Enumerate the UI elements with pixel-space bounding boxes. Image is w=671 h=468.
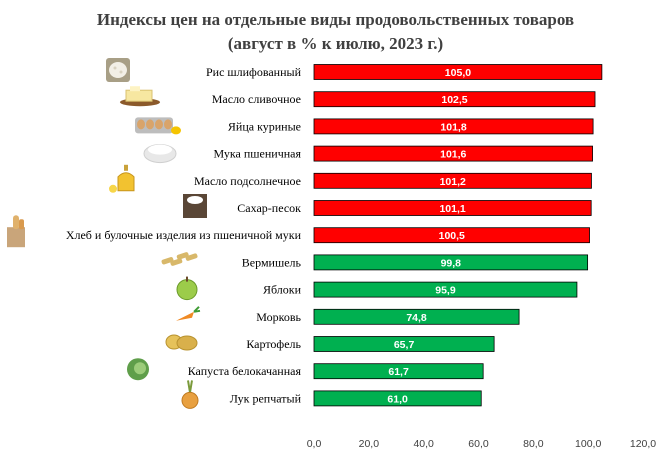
chart-title-line-2: (август в % к июлю, 2023 г.) [227,34,444,53]
bar [313,390,482,407]
x-tick-label: 40,0 [413,438,434,450]
bar-value-label: 101,2 [440,176,466,188]
x-tick-label: 120,0 [630,438,656,450]
bar [313,118,594,135]
apple-icon [176,276,198,301]
eggs-icon [135,117,181,135]
rice-icon [106,58,130,82]
bar [313,254,589,271]
category-label: Хлеб и булочные изделия из пшеничной мук… [66,228,302,242]
bar [313,64,603,80]
cabbage-icon [127,358,149,381]
category-label: Вермишель [242,255,302,269]
x-tick-label: 60,0 [468,438,489,450]
x-tick-label: 20,0 [359,438,380,450]
bar-value-label: 100,5 [439,230,465,242]
sugar-icon [183,194,207,218]
bar [313,308,520,325]
bar-value-label: 61,7 [388,366,409,378]
bar-value-label: 99,8 [441,257,462,269]
category-label: Масло подсолнечное [194,174,301,188]
bar-value-label: 101,8 [440,121,466,133]
x-tick-label: 0,0 [307,438,322,450]
x-tick-label: 80,0 [523,438,544,450]
chart-title-line-1: Индексы цен на отдельные виды продовольс… [96,10,575,29]
bar [313,172,592,189]
bar-value-label: 95,9 [435,285,456,297]
bar [313,91,596,108]
sunflower-oil-icon [109,164,135,193]
bar-value-label: 74,8 [406,312,427,324]
category-label: Яйца куриные [228,119,301,133]
category-label: Морковь [256,310,301,324]
category-label: Капуста белокачанная [188,364,302,378]
category-label: Масло сливочное [212,92,301,106]
potato-icon [165,334,198,351]
bar [313,227,590,244]
onion-icon [181,380,199,409]
bar-value-label: 101,1 [439,203,465,215]
flour-icon [143,144,177,164]
bar [313,363,484,380]
category-label: Рис шлифованный [206,65,302,79]
category-label: Яблоки [263,283,302,297]
carrot-icon [176,306,201,321]
bar-value-label: 105,0 [445,67,471,79]
bar-value-label: 102,5 [441,94,467,106]
bar [313,200,592,216]
category-label: Мука пшеничная [214,147,302,161]
category-label: Картофель [246,337,301,351]
bread-icon [7,215,25,248]
bar-value-label: 65,7 [394,339,415,351]
x-tick-label: 100,0 [575,438,601,450]
bar [313,336,495,352]
bar [313,145,593,162]
category-label: Лук репчатый [230,391,302,405]
butter-icon [120,86,160,107]
bar-value-label: 61,0 [387,393,408,405]
bar [313,281,578,298]
bar-value-label: 101,6 [440,149,466,161]
pasta-icon [161,252,198,266]
category-label: Сахар-песок [237,201,301,215]
